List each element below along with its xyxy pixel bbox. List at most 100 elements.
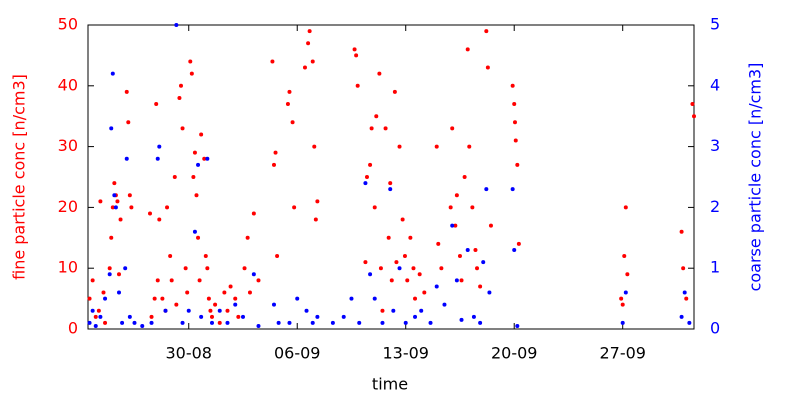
point [113,205,118,210]
point [251,272,256,277]
point [386,235,391,240]
point [481,260,486,265]
point [368,272,373,277]
y2-tick-label: 4 [710,75,720,94]
point [273,150,278,155]
point [684,296,689,301]
point [692,114,696,119]
point [285,102,290,107]
point [225,308,230,313]
point [352,47,357,52]
point [188,59,193,64]
point [118,217,123,222]
point [271,302,276,307]
y2-tick-label: 2 [710,197,720,216]
point [341,314,346,319]
point [196,235,201,240]
point [484,29,489,34]
point [619,296,624,301]
point [112,193,117,198]
point [169,278,174,283]
point [87,320,92,325]
point [199,132,204,137]
point [129,205,134,210]
point [172,175,177,179]
point [457,254,462,259]
point [197,278,202,283]
point [515,323,520,328]
point [165,205,170,210]
x-tick-label: 20-09 [491,344,538,363]
point [679,229,684,234]
point [107,272,112,277]
point [391,308,396,313]
point [363,260,368,265]
point [349,296,354,301]
point [132,320,137,325]
point [471,314,476,319]
point [313,217,318,222]
point [247,290,252,295]
point [516,241,521,246]
point [315,199,320,204]
point [205,156,210,161]
point [140,323,145,328]
point [419,308,424,313]
point [488,223,493,228]
point [397,144,402,149]
point [208,308,213,313]
point [330,320,335,325]
point [147,211,152,216]
point [168,254,173,259]
point [217,320,222,325]
point [357,320,362,325]
point [115,199,120,204]
point [93,314,98,319]
point [459,278,464,283]
point [397,266,402,271]
y-tick-label: 50 [58,15,78,34]
point [127,193,132,198]
point [439,266,444,271]
point [245,235,250,240]
x-tick-label: 30-08 [165,344,212,363]
point [199,314,204,319]
point [155,156,160,161]
point [470,205,475,210]
point [101,290,106,295]
point [217,308,222,313]
point [191,175,196,179]
y-tick-label: 40 [58,75,78,94]
point [473,247,478,252]
point [127,314,132,319]
point [98,199,103,204]
point [90,308,95,313]
point [312,144,317,149]
point [400,217,405,222]
point [623,205,628,210]
y-tick-label: 30 [58,136,78,155]
point [196,162,201,167]
point [392,89,397,94]
point [87,296,92,301]
point [304,308,309,313]
point [180,126,185,131]
point [510,187,515,192]
y-tick-label: 20 [58,197,78,216]
point [295,296,300,301]
point [149,320,154,325]
point [275,254,280,259]
point [369,126,374,131]
point [233,302,238,307]
point [462,175,467,179]
point [236,314,241,319]
point [109,235,114,240]
point [620,320,625,325]
point [428,320,433,325]
point [271,162,276,167]
point [209,314,214,319]
point [512,247,517,252]
point [408,235,413,240]
point [203,254,208,259]
